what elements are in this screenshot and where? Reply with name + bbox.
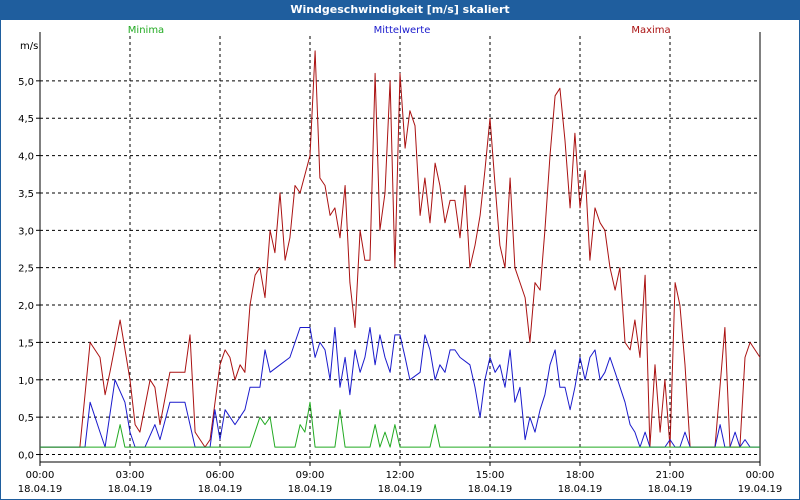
y-tick-label: 1,0 [18, 376, 34, 387]
series-line-maxima [40, 50, 761, 448]
x-tick-time: 21:00 [656, 470, 685, 481]
series-line-mittelwerte [40, 327, 760, 448]
y-tick-label: 4,0 [18, 152, 34, 163]
x-tick-date: 18.04.19 [378, 484, 423, 495]
window-title: Windgeschwindigkeit [m/s] skaliert [0, 0, 800, 20]
x-tick-date: 18.04.19 [558, 484, 603, 495]
x-tick-date: 18.04.19 [18, 484, 63, 495]
x-tick-time: 09:00 [296, 470, 325, 481]
x-tick-date: 18.04.19 [108, 484, 153, 495]
x-tick-time: 00:00 [26, 470, 55, 481]
x-tick-time: 15:00 [476, 470, 505, 481]
x-tick-time: 18:00 [566, 470, 595, 481]
x-tick-date: 18.04.19 [468, 484, 513, 495]
x-tick-time: 03:00 [116, 470, 145, 481]
y-tick-label: 3,5 [18, 189, 34, 200]
y-tick-label: 0,5 [18, 413, 34, 424]
legend-maxima: Maxima [631, 25, 671, 36]
x-tick-date: 18.04.19 [648, 484, 693, 495]
y-tick-label: 0,0 [18, 451, 34, 462]
y-tick-label: 2,0 [18, 301, 34, 312]
y-tick-label: 4,5 [18, 114, 34, 125]
legend-minima: Minima [127, 25, 165, 36]
y-tick-label: 3,0 [18, 226, 34, 237]
y-tick-label: 2,5 [18, 264, 34, 275]
y-axis-label: m/s [20, 41, 38, 52]
x-tick-time: 12:00 [386, 470, 415, 481]
x-tick-time: 00:00 [746, 470, 775, 481]
series-line-minima [40, 401, 760, 448]
x-tick-date: 18.04.19 [198, 484, 243, 495]
x-tick-date: 19.04.19 [738, 484, 783, 495]
legend-mittelwerte: Mittelwerte [373, 25, 431, 36]
y-tick-label: 5,0 [18, 77, 34, 88]
y-tick-label: 1,5 [18, 338, 34, 349]
x-tick-time: 06:00 [206, 470, 235, 481]
x-tick-date: 18.04.19 [288, 484, 333, 495]
